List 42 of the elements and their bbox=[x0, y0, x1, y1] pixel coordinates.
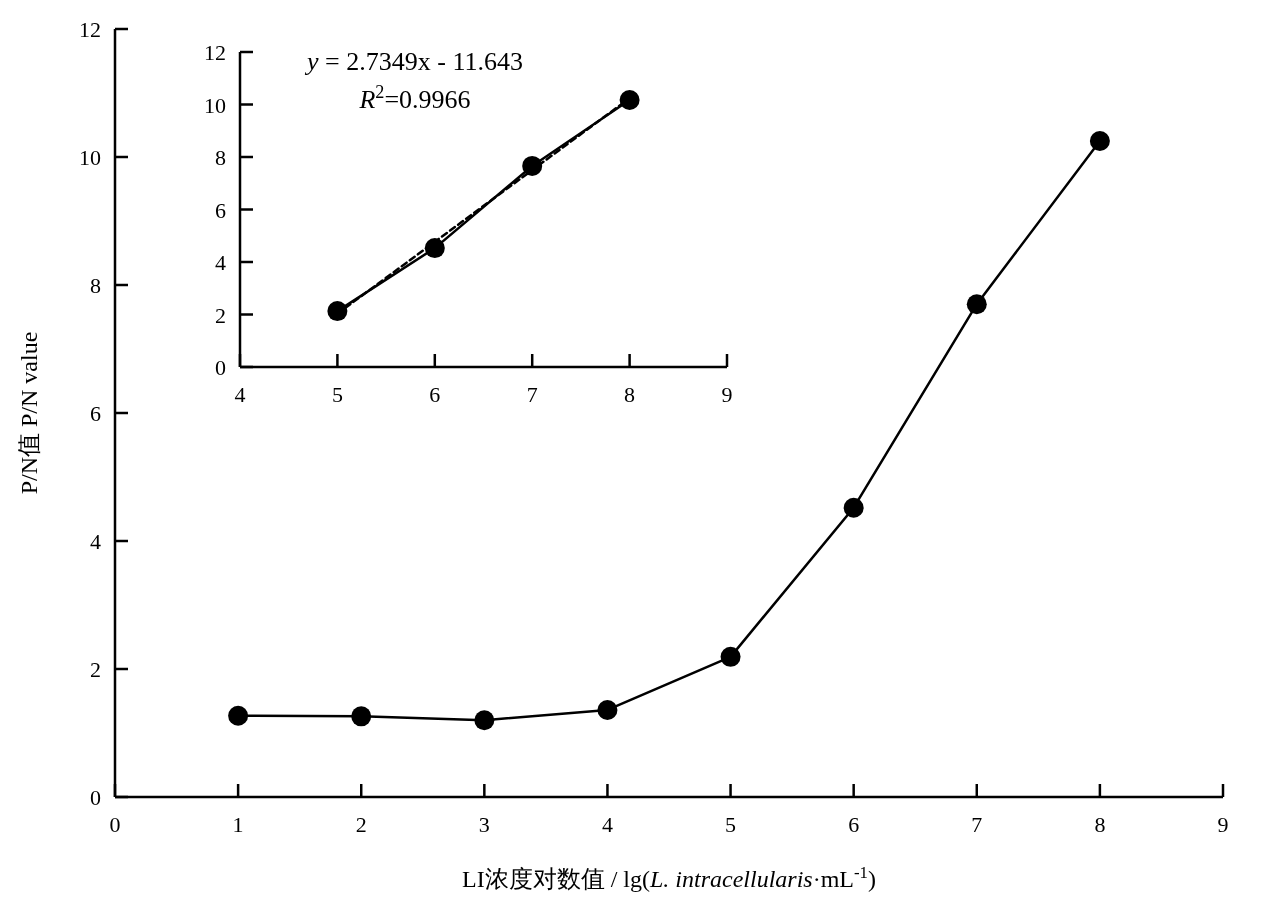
point bbox=[474, 710, 495, 731]
annotation: y = 2.7349x - 11.643 bbox=[304, 47, 523, 76]
x-tick-label: 5 bbox=[331, 382, 343, 407]
y-tick-label: 0 bbox=[90, 785, 101, 810]
x-tick-label: 7 bbox=[526, 382, 538, 407]
y-tick-label: 8 bbox=[90, 273, 101, 298]
y-tick-label: 12 bbox=[204, 40, 226, 65]
point bbox=[1089, 131, 1110, 151]
y-tick-label: 0 bbox=[215, 355, 226, 380]
point bbox=[966, 294, 987, 315]
y-tick-label: 2 bbox=[90, 657, 101, 682]
y-tick-label: 12 bbox=[79, 17, 101, 42]
point bbox=[843, 497, 864, 518]
point bbox=[597, 699, 618, 720]
y-tick-label: 8 bbox=[215, 145, 226, 170]
x-tick-label: 9 bbox=[721, 382, 733, 407]
point bbox=[351, 706, 372, 727]
x-tick-label: 8 bbox=[1094, 812, 1106, 837]
x-tick-label: 3 bbox=[478, 812, 490, 837]
point bbox=[228, 705, 249, 726]
x-tick-label: 0 bbox=[109, 812, 121, 837]
x-tick-label: 7 bbox=[971, 812, 983, 837]
y-tick-label: 10 bbox=[79, 145, 101, 170]
y-tick-label: 6 bbox=[215, 197, 226, 223]
y-tick-label: 6 bbox=[90, 401, 101, 426]
x-tick-label: 6 bbox=[429, 382, 441, 407]
y-tick-label: 4 bbox=[90, 529, 101, 554]
y-tick-label: 2 bbox=[215, 302, 226, 328]
y-tick-label: 4 bbox=[215, 250, 226, 275]
x-tick-label: 9 bbox=[1217, 812, 1229, 837]
x-axis-title: LI浓度对数值 / lg(L. intracellularis·mL$^{-1}$) bbox=[462, 862, 876, 892]
x-tick-label: 4 bbox=[234, 382, 246, 407]
y-axis-title: P/N值 P/N value bbox=[16, 331, 42, 495]
x-tick-label: 2 bbox=[355, 812, 367, 837]
x-tick-label: 4 bbox=[601, 812, 613, 837]
x-tick-label: 8 bbox=[624, 382, 636, 407]
x-tick-label: 6 bbox=[848, 812, 860, 837]
x-tick-label: 5 bbox=[725, 812, 737, 837]
point bbox=[720, 646, 741, 667]
y-tick-label: 10 bbox=[204, 92, 226, 118]
annotation: R$^{2}$=0.9966 bbox=[358, 82, 471, 114]
x-tick-label: 1 bbox=[232, 812, 244, 837]
